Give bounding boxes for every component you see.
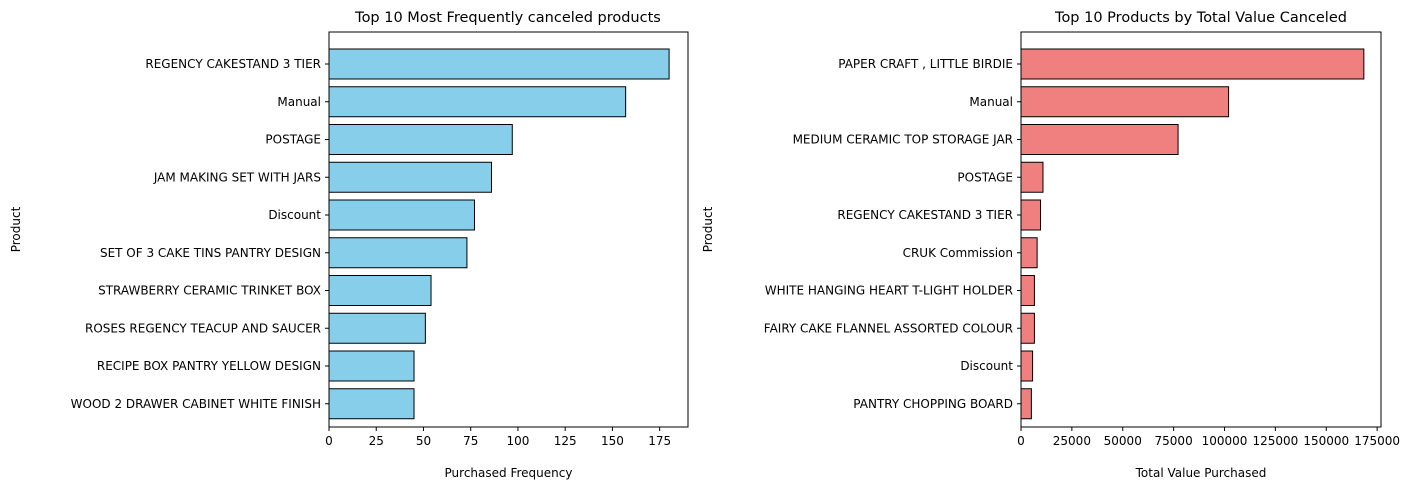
category-label: JAM MAKING SET WITH JARS [153,170,321,184]
category-label: CRUK Commission [903,246,1013,260]
category-label: WHITE HANGING HEART T-LIGHT HOLDER [765,284,1013,298]
x-tick-label: 75 [463,434,478,448]
bar [1020,388,1032,420]
bar [328,275,432,306]
bar [1020,124,1179,155]
x-tick-label: 50 [416,434,431,448]
bar [328,350,415,382]
category-label: RECIPE BOX PANTRY YELLOW DESIGN [97,359,321,373]
x-tick-label: 175 [648,434,671,448]
category-label: Manual [969,95,1013,109]
x-axis-label: Purchased Frequency [445,466,573,480]
x-ticks: 0 25000 50000 75000 100000 125000 150000 175000 [1017,427,1400,448]
bar [328,48,670,80]
x-tick-label: 100000 [1202,434,1248,448]
x-tick-label: 25000 [1053,434,1091,448]
x-tick-label: 0 [1017,434,1025,448]
bar [328,237,468,269]
category-label: REGENCY CAKESTAND 3 TIER [145,57,321,71]
category-labels: REGENCY CAKESTAND 3 TIER Manual POSTAGE JAM… [71,57,329,411]
plot-frame [328,31,689,428]
chart-title: Top 10 Most Frequently canceled products [354,10,661,26]
category-label: POSTAGE [957,170,1013,184]
category-label: Discount [268,208,321,222]
bars-group [328,48,670,420]
bar [1020,199,1042,231]
category-label: FAIRY CAKE FLANNEL ASSORTED COLOUR [764,321,1013,335]
category-label: PANTRY CHOPPING BOARD [853,397,1013,411]
bar [328,312,426,344]
bar [1020,161,1044,193]
x-tick-label: 150 [601,434,624,448]
category-label: SET OF 3 CAKE TINS PANTRY DESIGN [100,246,321,260]
x-tick-label: 175000 [1354,434,1400,448]
x-tick-label: 125000 [1252,434,1298,448]
value-chart: Top 10 Products by Total Value Canceled … [701,10,1400,480]
bars-group [1020,48,1365,420]
x-tick-label: 100 [506,434,529,448]
category-label: WOOD 2 DRAWER CABINET WHITE FINISH [71,397,321,411]
bar [1020,86,1230,118]
bar [1020,350,1034,382]
category-label: POSTAGE [265,133,321,147]
category-label: Manual [277,95,321,109]
plot-frame [1020,31,1382,428]
y-axis-label: Product [9,206,23,252]
x-tick-label: 125 [554,434,577,448]
x-tick-label: 25 [369,434,384,448]
bar [328,161,492,193]
bar [328,86,627,118]
frequency-chart: Top 10 Most Frequently canceled products… [9,10,689,480]
category-label: MEDIUM CERAMIC TOP STORAGE JAR [793,133,1013,147]
x-tick-label: 0 [325,434,333,448]
category-label: STRAWBERRY CERAMIC TRINKET BOX [98,284,321,298]
category-label: ROSES REGENCY TEACUP AND SAUCER [85,321,321,335]
bar [328,124,513,155]
x-tick-label: 75000 [1155,434,1193,448]
category-label: Discount [960,359,1013,373]
category-label: PAPER CRAFT , LITTLE BIRDIE [838,57,1013,71]
bar [1020,312,1035,344]
category-labels: PAPER CRAFT , LITTLE BIRDIE Manual MEDIUM … [764,57,1021,411]
x-axis-label: Total Value Purchased [1135,466,1267,480]
x-ticks: 0 25 50 75 100 125 150 175 [325,427,671,448]
bar [328,199,475,231]
bar [1020,237,1038,269]
bar [1020,48,1365,80]
x-tick-label: 50000 [1104,434,1142,448]
x-tick-label: 150000 [1303,434,1349,448]
y-axis-label: Product [701,206,715,252]
chart-title: Top 10 Products by Total Value Canceled [1054,10,1347,26]
bar [1020,275,1035,306]
bar [328,388,415,420]
category-label: REGENCY CAKESTAND 3 TIER [837,208,1013,222]
